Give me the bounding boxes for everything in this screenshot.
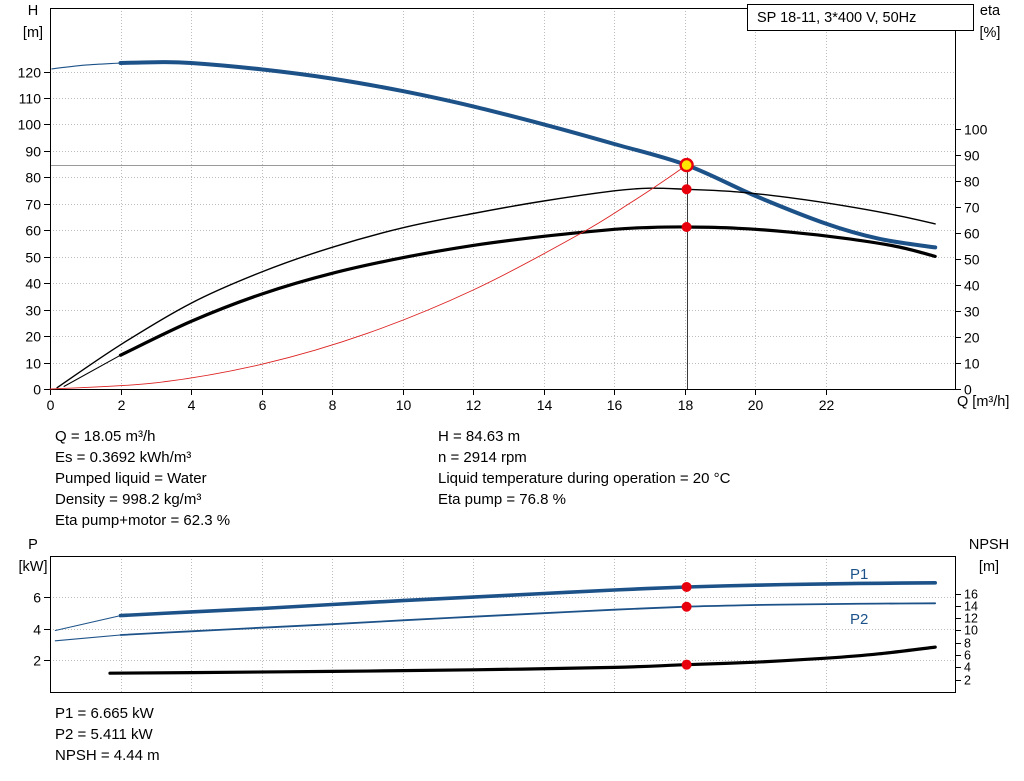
npsh-axis-title: NPSH [968,537,1010,553]
right-tick-label: 50 [964,252,980,268]
left-tick-label: 10 [25,356,41,372]
right-tick-label: 80 [964,174,980,190]
right-tick-label: 90 [964,148,980,164]
duty-point-marker[interactable] [679,157,694,173]
right-tick-label: 60 [964,226,980,242]
left-tick-label: 60 [25,223,41,239]
duty-dot-marker[interactable] [681,601,692,612]
q-axis-title: Q [m³/h] [957,394,1010,410]
info-eta-total: Eta pump+motor = 62.3 % [55,512,231,529]
power-results: P1 = 6.665 kW P2 = 5.411 kW NPSH = 4.44 … [55,703,160,766]
p-axis-unit: [kW] [18,559,48,575]
p1-curve-label: P1 [850,566,869,583]
p1-curve [118,581,937,618]
x-tick-label: 2 [118,397,126,413]
eta-axis-title: eta [979,3,1001,19]
right-tick-label: 40 [964,278,980,294]
x-tick-label: 4 [188,397,196,413]
p-axis-title: P [28,537,38,553]
left-tick-label: 30 [25,303,41,319]
duty-dot-marker[interactable] [681,581,692,592]
x-tick-label: 14 [537,397,553,413]
npsh-axis-unit: [m] [978,559,1000,575]
info-speed: n = 2914 rpm [438,449,527,466]
left-tick-label: 40 [25,276,41,292]
info-liquid: Pumped liquid = Water [55,470,207,487]
right-tick-label: 10 [964,356,980,372]
left-tick-label: 2 [33,653,41,669]
duty-info-right: H = 84.63 m n = 2914 rpm Liquid temperat… [438,426,730,510]
p2-curve [54,634,122,642]
left-tick-label: 20 [25,329,41,345]
info-es: Es = 0.3692 kWh/m³ [55,449,192,466]
eta-pump-motor-curve [63,354,122,387]
right-tick-label: 6 [964,649,971,663]
left-tick-label: 110 [19,91,42,107]
right-tick-label: 16 [964,588,978,602]
p1-curve [54,615,122,632]
h-axis-unit: [m] [22,25,44,41]
right-tick-label: 100 [964,122,988,138]
info-temperature: Liquid temperature during operation = 20… [438,470,731,487]
system-curve [49,164,688,390]
x-tick-label: 10 [396,397,412,413]
right-tick-label: 30 [964,304,980,320]
left-tick-label: 100 [18,117,42,133]
x-tick-label: 12 [466,397,482,413]
right-tick-label: 20 [964,330,980,346]
info-density: Density = 998.2 kg/m³ [55,491,202,508]
eta-pump-motor-curve [118,225,937,357]
x-tick-label: 0 [47,397,55,413]
plot-frame [50,556,956,693]
info-h: H = 84.63 m [438,428,521,445]
left-tick-label: 70 [25,197,41,213]
right-tick-label: 10 [964,624,978,638]
result-npsh: NPSH = 4.44 m [55,747,160,764]
duty-info-left: Q = 18.05 m³/h Es = 0.3692 kWh/m³ Pumped… [55,426,230,531]
left-tick-label: 4 [33,622,41,638]
p2-curve-label: P2 [850,611,869,628]
duty-dot-marker[interactable] [681,221,692,232]
left-tick-label: 6 [33,590,41,606]
chart-area-0: 0102030405060708090100110120010203040506… [18,8,988,413]
info-q: Q = 18.05 m³/h [55,428,156,445]
eta-axis-unit: [%] [979,25,1001,41]
h-axis-title: H [27,3,39,19]
pump-title-box: SP 18-11, 3*400 V, 50Hz [747,4,974,31]
right-tick-label: 2 [964,674,971,688]
x-tick-label: 6 [259,397,267,413]
left-tick-label: 80 [25,170,41,186]
result-p1: P1 = 6.665 kW [55,705,154,722]
left-tick-label: 90 [25,144,41,160]
x-tick-label: 20 [748,397,764,413]
head-curve [118,60,938,250]
pump-title: SP 18-11, 3*400 V, 50Hz [757,9,917,26]
left-tick-label: 120 [18,65,42,81]
plot-frame [50,8,956,390]
left-tick-label: 50 [25,250,41,266]
right-tick-label: 70 [964,200,980,216]
head-curve [51,62,122,70]
left-tick-label: 0 [33,382,41,398]
right-tick-label: 14 [964,600,978,614]
result-p2: P2 = 5.411 kW [55,726,153,743]
right-tick-label: 12 [964,612,978,626]
right-tick-label: 4 [964,661,971,675]
info-eta-pump: Eta pump = 76.8 % [438,491,566,508]
x-tick-label: 16 [607,397,623,413]
x-tick-label: 8 [329,397,337,413]
x-tick-label: 22 [819,397,835,413]
p2-curve [119,602,937,636]
duty-dot-marker[interactable] [681,659,692,670]
x-tick-label: 18 [678,397,694,413]
eta-pump-curve [56,187,936,389]
right-tick-label: 8 [964,637,971,651]
duty-dot-marker[interactable] [681,184,692,195]
npsh-curve [108,645,937,675]
right-tick-label: 0 [964,382,972,398]
